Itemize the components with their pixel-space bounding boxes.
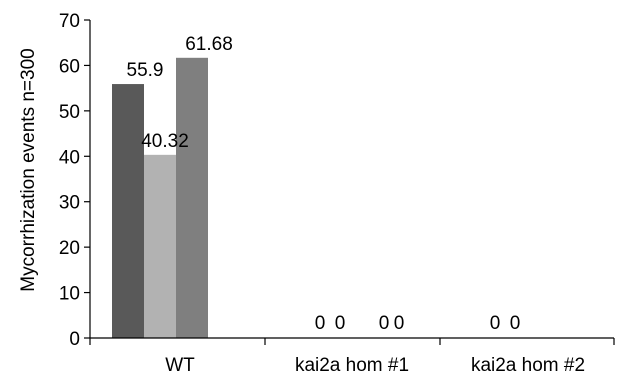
data-label: 0 xyxy=(394,313,405,334)
data-label: 0 xyxy=(379,313,390,334)
bar xyxy=(112,84,144,338)
data-label: 40.32 xyxy=(141,131,189,152)
data-label: 61.68 xyxy=(185,34,233,55)
y-tick-label: 30 xyxy=(59,193,80,214)
y-tick-label: 70 xyxy=(59,11,80,32)
data-label: 0 xyxy=(510,313,521,334)
data-label: 0 xyxy=(490,313,501,334)
bars-layer xyxy=(112,57,208,338)
bar xyxy=(144,154,176,338)
data-label: 0 xyxy=(315,313,326,334)
y-tick-label: 0 xyxy=(69,329,80,350)
x-tick-label: kai2a hom #1 xyxy=(295,355,409,376)
bar xyxy=(176,57,208,338)
y-tick-label: 10 xyxy=(59,284,80,305)
data-label: 55.9 xyxy=(127,60,164,81)
data-label: 0 xyxy=(335,313,346,334)
y-tick-label: 40 xyxy=(59,147,80,168)
labels-layer: 0 10 20 30 40 50 60 70 WT kai2a hom #1 kai2a hom #… xyxy=(59,11,585,376)
y-tick-label: 60 xyxy=(59,56,80,77)
x-tick-label: WT xyxy=(165,355,195,376)
y-tick-label: 50 xyxy=(59,102,80,123)
y-axis-title: Mycorrhization events n=300 xyxy=(18,48,39,291)
y-tick-label: 20 xyxy=(59,238,80,259)
x-tick-label: kai2a hom #2 xyxy=(471,355,585,376)
axes-layer xyxy=(84,19,615,345)
